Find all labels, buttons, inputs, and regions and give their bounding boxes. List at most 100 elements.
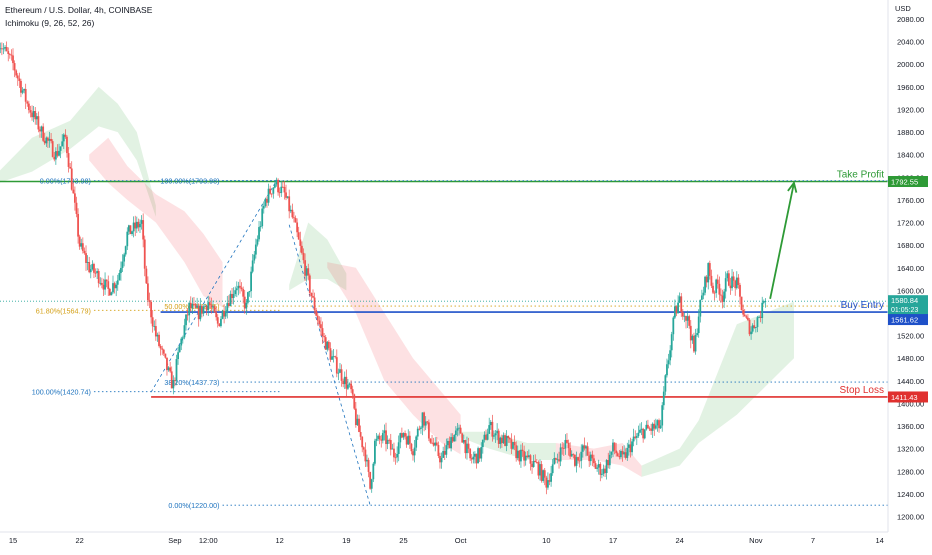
- candle-body[interactable]: [274, 184, 276, 188]
- candle-body[interactable]: [707, 263, 710, 283]
- candle-body[interactable]: [356, 418, 359, 426]
- candle-body[interactable]: [129, 225, 132, 235]
- candle-body[interactable]: [270, 193, 273, 195]
- candle-body[interactable]: [448, 440, 451, 449]
- candle-body[interactable]: [135, 221, 138, 229]
- candle-body[interactable]: [577, 457, 579, 461]
- candle-body[interactable]: [321, 328, 324, 337]
- candle-body[interactable]: [353, 394, 356, 409]
- candle-body[interactable]: [235, 288, 238, 291]
- candle-body[interactable]: [396, 453, 399, 458]
- candle-body[interactable]: [307, 268, 310, 276]
- indicator-legend[interactable]: Ichimoku (9, 26, 52, 26): [5, 18, 95, 28]
- candle-body[interactable]: [205, 305, 208, 311]
- candle-body[interactable]: [593, 458, 595, 464]
- candle-body[interactable]: [39, 129, 41, 132]
- candle-body[interactable]: [269, 188, 272, 194]
- candle-body[interactable]: [81, 243, 84, 251]
- candle-body[interactable]: [526, 455, 529, 457]
- candle-body[interactable]: [745, 316, 748, 318]
- stop-loss-price-tag[interactable]: 1411.43: [891, 393, 918, 402]
- candle-body[interactable]: [21, 90, 24, 93]
- candle-body[interactable]: [500, 437, 503, 444]
- candle-body[interactable]: [426, 421, 429, 423]
- candle-body[interactable]: [729, 285, 732, 289]
- candle-body[interactable]: [293, 217, 295, 219]
- candle-body[interactable]: [454, 430, 457, 436]
- candle-body[interactable]: [75, 202, 78, 214]
- candle-body[interactable]: [220, 318, 222, 327]
- candle-body[interactable]: [212, 306, 214, 308]
- fib-swing-line[interactable]: [150, 179, 278, 393]
- candle-body[interactable]: [624, 452, 627, 458]
- candle-body[interactable]: [599, 464, 602, 475]
- candle-body[interactable]: [485, 434, 487, 440]
- candle-body[interactable]: [612, 442, 614, 452]
- candle-body[interactable]: [123, 254, 126, 262]
- candle-body[interactable]: [572, 453, 575, 455]
- candle-body[interactable]: [405, 436, 408, 445]
- candle-body[interactable]: [221, 310, 224, 319]
- candle-body[interactable]: [358, 418, 360, 433]
- candle-body[interactable]: [50, 138, 52, 142]
- candle-body[interactable]: [112, 283, 114, 293]
- candle-body[interactable]: [559, 447, 562, 462]
- candle-body[interactable]: [96, 271, 99, 274]
- candle-body[interactable]: [399, 433, 402, 443]
- candle-body[interactable]: [700, 295, 703, 300]
- candle-body[interactable]: [539, 464, 541, 476]
- candle-body[interactable]: [586, 446, 589, 456]
- candle-body[interactable]: [621, 450, 624, 455]
- candle-body[interactable]: [605, 459, 608, 474]
- candle-body[interactable]: [234, 290, 237, 295]
- candle-body[interactable]: [515, 445, 518, 459]
- candle-body[interactable]: [407, 435, 410, 445]
- candle-body[interactable]: [113, 283, 116, 289]
- candle-body[interactable]: [294, 217, 297, 223]
- candle-body[interactable]: [716, 279, 719, 284]
- candle-body[interactable]: [678, 296, 681, 303]
- candle-body[interactable]: [754, 327, 757, 329]
- candle-body[interactable]: [316, 315, 319, 321]
- candle-body[interactable]: [351, 389, 354, 395]
- symbol-title[interactable]: Ethereum / U.S. Dollar, 4h, COINBASE: [5, 5, 153, 15]
- candle-body[interactable]: [459, 427, 462, 434]
- projection-arrow-shaft[interactable]: [769, 182, 795, 300]
- candle-body[interactable]: [70, 168, 73, 190]
- candle-body[interactable]: [372, 463, 375, 480]
- candle-body[interactable]: [199, 305, 202, 320]
- candle-body[interactable]: [42, 126, 45, 141]
- candle-body[interactable]: [643, 429, 646, 439]
- candle-body[interactable]: [13, 63, 16, 71]
- candle-body[interactable]: [764, 301, 767, 302]
- candle-body[interactable]: [364, 449, 367, 462]
- candle-body[interactable]: [564, 439, 567, 449]
- candle-body[interactable]: [618, 456, 621, 458]
- candle-body[interactable]: [369, 471, 372, 489]
- candle-body[interactable]: [283, 186, 286, 193]
- candle-body[interactable]: [83, 250, 86, 254]
- candle-body[interactable]: [147, 283, 149, 301]
- candle-body[interactable]: [456, 428, 459, 431]
- candle-body[interactable]: [551, 464, 554, 474]
- candle-body[interactable]: [180, 338, 183, 346]
- candle-body[interactable]: [51, 141, 54, 157]
- candle-body[interactable]: [188, 302, 191, 316]
- candle-body[interactable]: [439, 455, 441, 463]
- candle-body[interactable]: [627, 444, 630, 448]
- candle-body[interactable]: [245, 302, 248, 309]
- candle-body[interactable]: [337, 372, 340, 374]
- candle-body[interactable]: [648, 428, 651, 430]
- candle-body[interactable]: [569, 448, 572, 457]
- candle-body[interactable]: [370, 479, 373, 489]
- candle-body[interactable]: [143, 239, 146, 269]
- candle-body[interactable]: [548, 480, 551, 482]
- buy-entry-label[interactable]: Buy Entry: [841, 300, 884, 311]
- candle-body[interactable]: [547, 480, 549, 488]
- candle-body[interactable]: [578, 460, 581, 462]
- candle-body[interactable]: [634, 436, 637, 438]
- candle-body[interactable]: [239, 285, 241, 288]
- candle-body[interactable]: [158, 334, 160, 346]
- candle-body[interactable]: [216, 317, 219, 324]
- candle-body[interactable]: [242, 289, 245, 297]
